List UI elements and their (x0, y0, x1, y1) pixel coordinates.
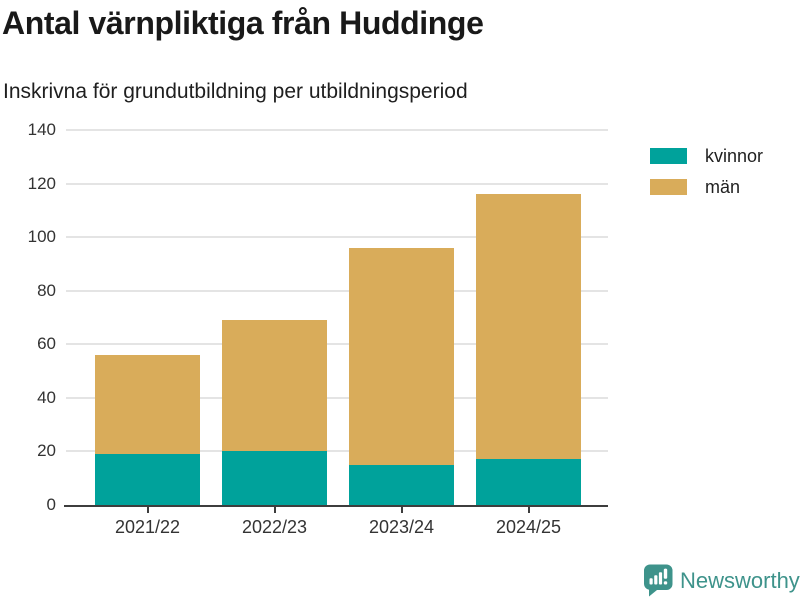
legend-item-kvinnor: kvinnor (650, 147, 763, 165)
y-gridline (66, 289, 608, 292)
y-axis-tick-label: 140 (27, 120, 56, 139)
y-axis-tick-label: 60 (37, 334, 56, 354)
legend-label: män (705, 177, 741, 197)
bar-segment-kvinnor (349, 464, 454, 505)
y-gridline (66, 396, 608, 399)
x-axis-tick-label: 2024/25 (495, 517, 562, 537)
legend-swatch (650, 179, 687, 195)
bar-segment-kvinnor (476, 459, 581, 505)
y-axis-tick-label: 120 (27, 173, 56, 193)
y-axis-tick-label: 100 (27, 227, 56, 247)
y-axis-tick-label: 0 (46, 495, 56, 514)
x-axis-tick-label: 2021/22 (114, 517, 181, 537)
y-gridline (66, 129, 608, 131)
x-axis-tick-label: 2022/23 (241, 517, 308, 537)
bar-segment-kvinnor (222, 451, 327, 505)
y-axis-tick-label: 80 (37, 280, 56, 300)
newsworthy-logo-icon (644, 564, 673, 597)
brand-name: Newsworthy (680, 567, 800, 593)
y-axis-tick-label: 20 (37, 441, 56, 461)
bar-segment-män (95, 355, 200, 455)
legend-item-män: män (650, 178, 763, 196)
y-axis-tick-label: 40 (37, 387, 56, 407)
x-axis-line (64, 505, 608, 507)
x-axis-tick (400, 507, 403, 513)
y-gridline (66, 343, 608, 346)
y-gridline (66, 182, 608, 185)
legend: kvinnor män (650, 147, 763, 209)
brand-footer: Newsworthy (644, 564, 800, 597)
bar-segment-kvinnor (95, 454, 200, 505)
x-axis-tick (527, 507, 530, 513)
legend-swatch (650, 148, 687, 164)
chart-subtitle: Inskrivna för grundutbildning per utbild… (3, 80, 468, 103)
x-axis-tick-label: 2023/24 (368, 517, 435, 537)
x-axis-tick (273, 507, 276, 513)
y-gridline (66, 236, 608, 239)
bar-segment-män (349, 247, 454, 465)
bar-segment-män (476, 194, 581, 460)
legend-label: kvinnor (705, 146, 764, 166)
x-axis-tick (146, 507, 149, 513)
bar-segment-män (222, 320, 327, 452)
y-gridline (66, 450, 608, 453)
chart-title: Antal värnpliktiga från Huddinge (2, 5, 484, 41)
